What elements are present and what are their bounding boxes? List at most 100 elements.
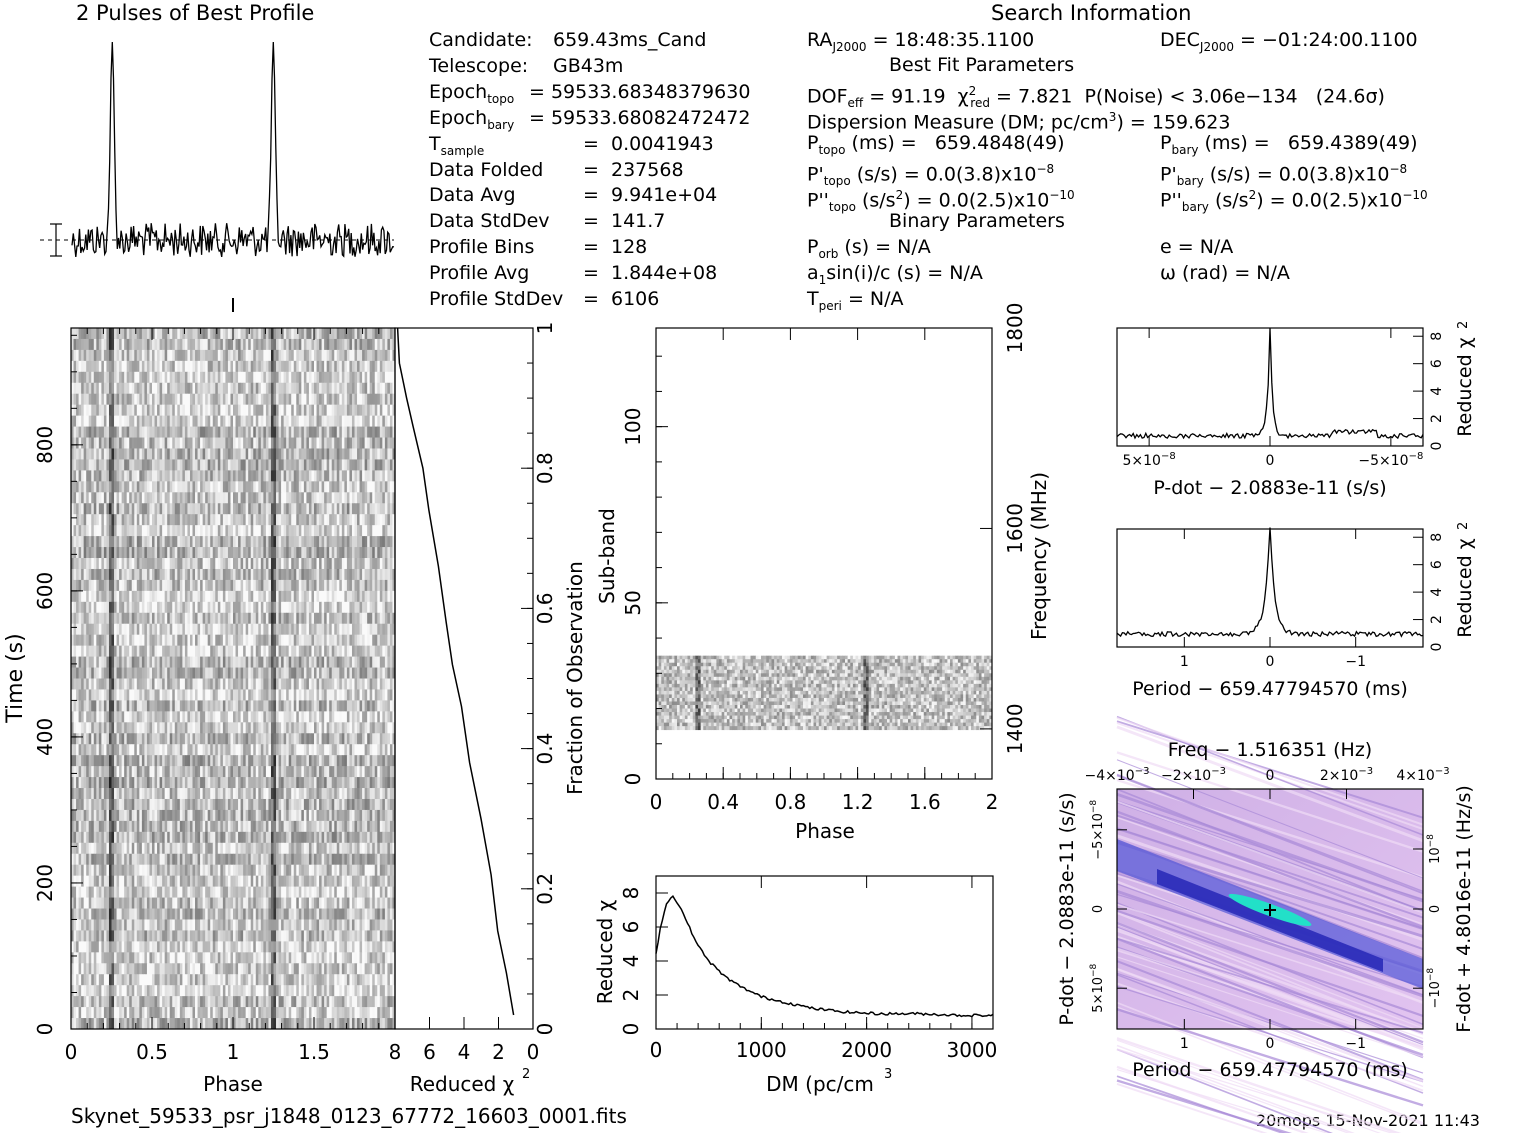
info-label: Data Folded [429,158,544,181]
dm-chi2-tick-label: 0 [619,1023,643,1036]
ecc-line: e = N/A [1160,236,1234,258]
period-curve [1116,527,1424,638]
ppdot-streak [1116,814,1424,919]
frequency-tick-label: 1600 [1003,503,1027,554]
time-axis-label: Time (s) [3,633,28,723]
ppdot-streak [1116,841,1424,938]
chi2-fraction-line [396,327,515,1016]
phase-axis-label: Phase [203,1072,263,1096]
period-chi2-axis-label: Reduced χ [1454,538,1476,637]
ppdot-best-marker [1264,904,1276,916]
ppdot-streak [1116,759,1424,879]
ptopo-line: Ptopo (ms) = 659.4848(49) [807,132,1065,157]
period-axis-label: Period − 659.47794570 (ms) [1132,678,1408,700]
ppdot-fdot-tick-label: 0 [1428,905,1443,913]
ppdot-streak [1116,1006,1424,1126]
info-label: Profile StdDev [429,288,564,310]
dm-chi2-tick-label: 4 [619,955,643,968]
pbary-line: Pbary (ms) = 659.4389(49) [1160,132,1418,157]
ppdot-streak [1116,937,1424,1034]
pdot-tick-label: 0 [1266,453,1275,469]
dm-axis-label: DM (pc/cm [766,1072,874,1096]
profile-line [71,41,395,258]
ppdot-streak [1116,800,1424,914]
ppdot-streak [1116,810,1424,929]
info-value: = 237568 [583,158,684,181]
ppdot-streak [1116,827,1424,930]
pdot-curve [1116,328,1424,440]
pdot-chi2-tick-label: 6 [1429,359,1445,368]
ppdot-streak [1116,725,1424,843]
pdot-tick-label: 5×10−8 [1123,451,1176,469]
ppdot-streak [1116,778,1424,879]
period-tick-label: 0 [1266,654,1275,670]
subband-heatmap [656,655,993,731]
period-chi2-tick-label: 0 [1429,643,1445,652]
ppdot-pdot-tick-label: 5×10−8 [1089,963,1106,1012]
chi2-superscript: 2 [522,1067,530,1082]
info-label: Candidate: [429,29,533,51]
ppdot-streak [1116,774,1424,895]
frequency-tick-label: 1800 [1003,303,1027,354]
ppdot-streak [1116,1083,1268,1133]
ppdot-streak [1116,1065,1309,1133]
period-chi2-tick-label: 2 [1429,615,1445,624]
ppdot-streak [1116,956,1424,1058]
pdot-chi2-tick-label: 2 [1429,414,1445,423]
info-label: Profile Bins [429,236,535,259]
time-tick-label: 800 [33,426,57,464]
ppdot-freq-tick-label: −4×10−3 [1085,766,1150,784]
ppdot-fdot-axis-label: F-dot + 4.8016e-11 (Hz/s) [1453,785,1475,1033]
info-value: = 141.7 [583,210,666,233]
ppdot-freq-tick-label: 2×10−3 [1320,766,1373,784]
info-value: GB43m [553,54,624,77]
time-tick-label: 0 [33,1023,57,1036]
omega-line: ω (rad) = N/A [1160,262,1290,284]
filename-label: Skynet_59533_psr_j1848_0123_67772_16603_… [71,1104,627,1128]
ppdot-freq-tick-label: −2×10−3 [1161,766,1226,784]
dm-chi2-tick-label: 8 [619,887,643,900]
phase-tick-label: 1.5 [298,1040,330,1064]
ppdot-pdot-axis-label: P-dot − 2.0883e-11 (s/s) [1056,792,1078,1025]
ppdot-streak [1116,912,1424,1036]
dm-tick-label: 3000 [946,1038,997,1062]
ppdot-pdot-tick-label: −5×10−8 [1089,800,1106,860]
pdot-chi2-tick-label: 4 [1429,387,1445,396]
porb-line: Porb (s) = N/A [807,236,931,261]
ppdot-streak [1116,834,1424,941]
subband-phase-tick-label: 0 [650,790,663,814]
dm-tick-label: 1000 [736,1038,787,1062]
dm-chi2-tick-label: 6 [619,921,643,934]
ppdot-streak [1116,883,1424,996]
ppdot-band-core [1157,869,1383,972]
pdot-chi2-sup: 2 [1456,321,1471,329]
pddot-bary-line: P''bary (s/s2) = 0.0(2.5)x10−10 [1160,188,1428,215]
pdot-axis-label: P-dot − 2.0883e-11 (s/s) [1153,477,1386,499]
ppdot-period-tick-label: 0 [1266,1036,1275,1052]
info-value: = 128 [583,236,648,259]
ppdot-freq-axis-label: Freq − 1.516351 (Hz) [1168,739,1372,761]
pdot-chi2-axis-label: Reduced χ [1454,337,1476,436]
ppdot-streak [1116,800,1424,900]
ppdot-streak [1116,985,1424,1083]
phase-tick-label: 0 [65,1040,78,1064]
info-label: Epochbary [429,106,515,132]
fraction-tick-label: 0 [533,1023,557,1036]
dm-line: Dispersion Measure (DM; pc/cm3) = 159.62… [807,110,1231,134]
ppdot-streak [1116,773,1424,893]
subband-phase-axis-label: Phase [795,819,855,843]
subband-phase-tick-label: 2 [986,790,999,814]
info-value: 659.43ms_Cand [553,29,707,51]
ppdot-streak [1116,1039,1381,1133]
subband-axis-label: Sub-band [595,508,619,604]
dm-chi2-axis-label: Reduced χ [593,900,617,1005]
ppdot-streak [1116,982,1424,1092]
info-value: = 1.844e+08 [583,262,718,285]
info-value: = 6106 [583,288,660,310]
info-label: Tsample [429,132,485,158]
pdot-tick-label: −5×10−8 [1358,451,1423,469]
period-chi2-tick-label: 4 [1429,588,1445,597]
chi2-tick-label: 2 [492,1040,505,1064]
time-tick-label: 400 [33,718,57,756]
